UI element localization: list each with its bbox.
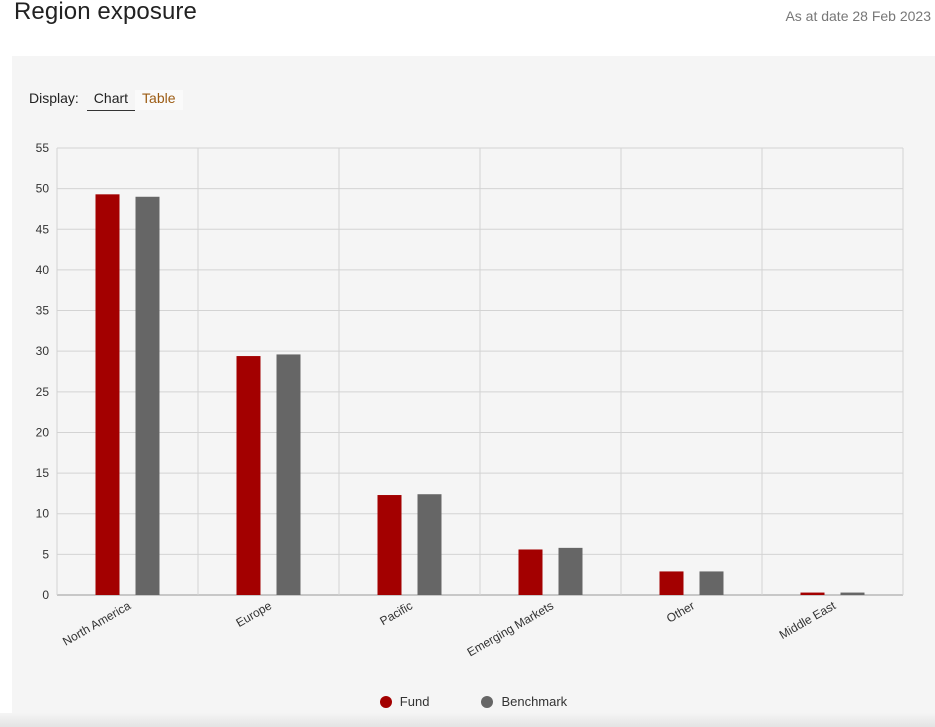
display-label: Display: xyxy=(29,90,79,106)
legend-benchmark-label: Benchmark xyxy=(501,694,568,709)
bar-benchmark xyxy=(558,547,583,595)
bar-benchmark xyxy=(417,494,442,595)
as-at-date: As at date 28 Feb 2023 xyxy=(785,8,931,24)
tab-table[interactable]: Table xyxy=(135,90,183,110)
x-tick-label: Pacific xyxy=(377,598,415,628)
region-exposure-chart: 0 5 10 15 20 25 30 35 40 45 50 55 North America Europ… xyxy=(36,141,904,659)
x-tick-label: Europe xyxy=(233,598,274,630)
bar-fund xyxy=(236,356,261,595)
page-title: Region exposure xyxy=(14,0,197,25)
bar-fund xyxy=(800,592,825,595)
chart-panel: Display: Chart Table 0 5 10 15 20 25 30 35 40 45 5… xyxy=(12,56,935,727)
bottom-fade xyxy=(0,713,935,727)
y-tick-label: 10 xyxy=(36,507,50,521)
legend-item-fund[interactable]: Fund xyxy=(379,694,430,709)
y-tick-label: 25 xyxy=(36,385,50,399)
display-toggle: Display: Chart Table xyxy=(29,90,183,111)
bar-fund xyxy=(518,549,543,595)
x-tick-label: Emerging Markets xyxy=(465,598,556,659)
x-tick-label: Other xyxy=(664,598,697,625)
bar-fund xyxy=(659,571,684,595)
y-tick-label: 5 xyxy=(42,547,49,561)
y-tick-label: 30 xyxy=(36,344,50,358)
x-tick-label: Middle East xyxy=(777,598,839,642)
bar-fund xyxy=(95,194,120,596)
bar-benchmark xyxy=(699,571,724,595)
legend-item-benchmark[interactable]: Benchmark xyxy=(481,694,567,709)
legend-benchmark-marker xyxy=(481,695,494,708)
y-tick-label: 55 xyxy=(36,141,50,155)
y-tick-label: 35 xyxy=(36,304,50,318)
bar-benchmark xyxy=(135,196,160,595)
chart-legend: Fund Benchmark xyxy=(12,694,935,709)
legend-fund-label: Fund xyxy=(399,694,430,709)
y-tick-label: 20 xyxy=(36,425,50,439)
y-tick-label: 15 xyxy=(36,466,50,480)
bar-benchmark xyxy=(840,592,865,595)
tab-chart[interactable]: Chart xyxy=(86,90,136,111)
y-tick-label: 0 xyxy=(42,588,49,602)
y-tick-label: 50 xyxy=(36,182,50,196)
legend-fund-marker xyxy=(379,695,392,708)
bar-fund xyxy=(377,495,402,595)
bar-benchmark xyxy=(276,354,301,595)
x-tick-label: North America xyxy=(60,598,133,648)
y-tick-label: 45 xyxy=(36,222,50,236)
y-tick-label: 40 xyxy=(36,263,50,277)
